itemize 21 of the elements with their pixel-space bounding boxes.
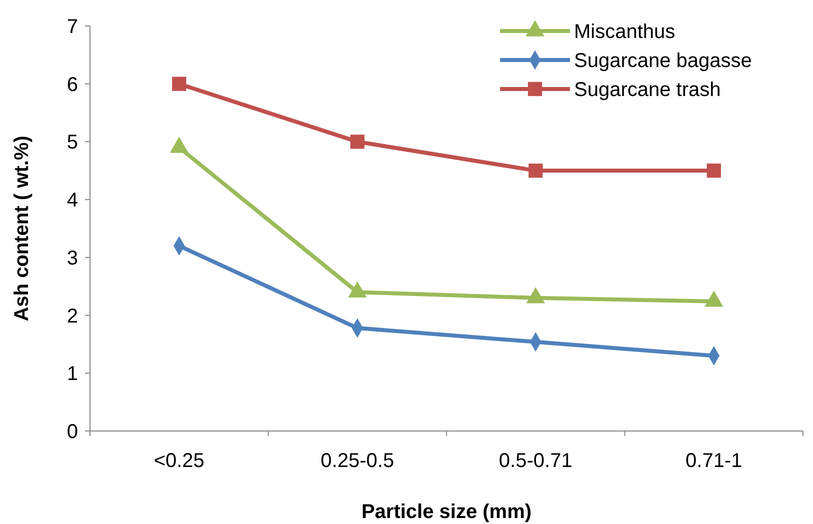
y-tick-label: 6: [66, 74, 78, 96]
y-tick-label: 7: [66, 16, 78, 38]
y-tick-label: 1: [66, 363, 78, 386]
x-tick-label: <0.25: [154, 450, 204, 472]
y-axis-title: Ash content ( wt.%): [11, 136, 33, 322]
point: [528, 164, 543, 178]
point: [172, 76, 186, 91]
y-tick-label: 5: [66, 132, 78, 154]
y-tick-label: 3: [66, 247, 78, 270]
legend-label: Sugarcane bagasse: [574, 50, 752, 72]
legend-label: Miscanthus: [574, 21, 676, 43]
x-tick-label: 0.5-0.71: [498, 450, 572, 472]
y-tick-label: 4: [66, 190, 78, 212]
x-tick-label: 0.71-1: [686, 450, 742, 472]
x-tick-label: 0.25-0.5: [320, 450, 394, 472]
y-tick-label: 2: [66, 305, 78, 328]
legend-label: Sugarcane trash: [574, 79, 721, 101]
x-axis-title: Particle size (mm): [361, 501, 532, 523]
point: [706, 164, 721, 178]
point: [350, 134, 364, 149]
y-tick-label: 0: [66, 421, 78, 443]
